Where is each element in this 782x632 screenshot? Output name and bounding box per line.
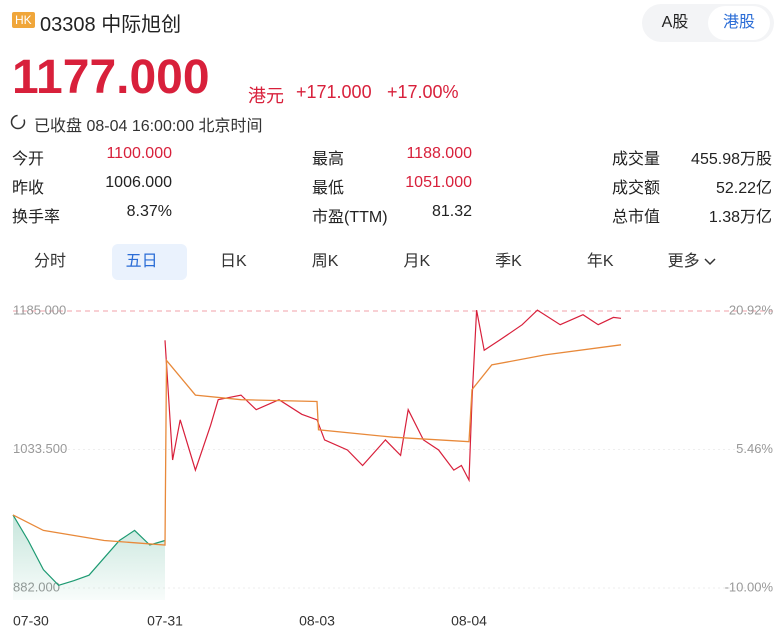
stat-value: 1051.000 bbox=[405, 174, 472, 191]
period-tab[interactable]: 分时 bbox=[33, 253, 66, 270]
y-tick-label: 1033.500 bbox=[13, 441, 67, 456]
market-tab[interactable]: 港股 bbox=[708, 6, 770, 40]
stat-label: 最低 bbox=[312, 180, 345, 197]
period-tab[interactable]: 周K bbox=[311, 253, 339, 270]
stat-label: 总市值 bbox=[612, 209, 661, 226]
period-tab[interactable]: 更多 bbox=[654, 244, 730, 280]
period-tab[interactable]: 月K bbox=[403, 253, 431, 270]
stat-value: 1.38万亿 bbox=[708, 209, 772, 226]
stock-title: 03308 中际旭创 bbox=[40, 8, 181, 37]
stat-value: 1188.000 bbox=[406, 145, 472, 162]
stat-value: 8.37% bbox=[126, 203, 172, 220]
change-pct: +17.00% bbox=[387, 82, 459, 102]
currency: 港元 bbox=[248, 86, 284, 106]
price: 1177.000 bbox=[12, 51, 210, 104]
stat-value: 52.22亿 bbox=[715, 180, 772, 197]
line bbox=[12, 344, 622, 546]
area bbox=[165, 310, 621, 600]
line bbox=[12, 514, 166, 586]
x-tick-label: 08-04 bbox=[451, 613, 487, 629]
stat-value: 1006.000 bbox=[105, 174, 172, 191]
tab-highlight bbox=[112, 244, 187, 280]
change: +171.000 bbox=[296, 82, 372, 102]
status-icon bbox=[10, 114, 26, 130]
stat-label: 成交额 bbox=[612, 180, 661, 197]
stock-name: 中际旭创 bbox=[101, 14, 182, 36]
code: 03308 bbox=[40, 14, 96, 36]
stat-label: 昨收 bbox=[12, 180, 45, 197]
period-tab[interactable]: 年K bbox=[586, 253, 614, 270]
stat-label: 最高 bbox=[312, 151, 345, 168]
y-tick-label: 1185.000 bbox=[13, 302, 66, 317]
period-tab[interactable]: 季K bbox=[495, 253, 522, 270]
stat-label: 换手率 bbox=[12, 209, 61, 226]
period-tab[interactable]: 日K bbox=[220, 253, 247, 270]
chevron bbox=[704, 258, 716, 266]
y2-tick-label: 20.92% bbox=[729, 302, 774, 317]
y2-tick-label: 5.46% bbox=[736, 441, 773, 456]
badge: HK bbox=[12, 12, 35, 28]
chart: 882.0001033.5001185.000-10.00%5.46%20.92… bbox=[12, 302, 774, 629]
period-tab[interactable]: 五日 bbox=[125, 253, 158, 270]
market-tab[interactable]: A股 bbox=[661, 14, 689, 31]
stat-label: 市盈(TTM) bbox=[312, 209, 388, 226]
stat-value: 81.32 bbox=[431, 203, 472, 220]
status: 已收盘 08-04 16:00:00 北京时间 bbox=[34, 118, 263, 135]
x-tick-label: 07-31 bbox=[147, 613, 183, 629]
stat-value: 1100.000 bbox=[106, 145, 172, 162]
x-tick-label: 07-30 bbox=[13, 613, 49, 629]
stat-label: 成交量 bbox=[612, 151, 661, 168]
stat-label: 今开 bbox=[12, 151, 45, 168]
stat-value: 455.98万股 bbox=[691, 151, 772, 168]
y2-tick-label: -10.00% bbox=[725, 579, 774, 594]
area bbox=[13, 514, 165, 600]
x-tick-label: 08-03 bbox=[299, 613, 335, 629]
